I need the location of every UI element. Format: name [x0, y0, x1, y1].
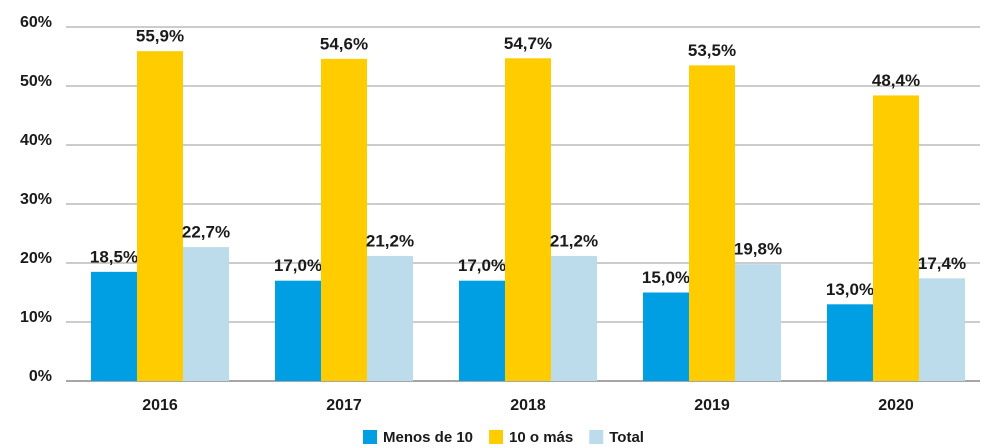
data-label: 13,0%: [826, 280, 874, 299]
y-tick-label: 0%: [29, 368, 52, 385]
y-tick-label: 10%: [20, 309, 52, 326]
bar: [827, 304, 873, 381]
legend-label: 10 o más: [509, 429, 573, 446]
data-label: 17,0%: [274, 256, 322, 275]
x-tick-label: 2020: [878, 397, 914, 414]
bar: [689, 65, 735, 381]
bar: [735, 264, 781, 381]
bar: [919, 278, 965, 381]
bar: [643, 292, 689, 381]
bar: [505, 58, 551, 382]
bar: [183, 247, 229, 381]
x-tick-label: 2019: [694, 397, 730, 414]
legend-swatch: [363, 430, 377, 444]
bar: [367, 255, 413, 381]
data-label: 53,5%: [688, 41, 736, 60]
data-label: 22,7%: [182, 223, 230, 242]
y-tick-label: 60%: [20, 14, 52, 31]
x-tick-label: 2016: [142, 397, 178, 414]
data-label: 21,2%: [550, 231, 598, 250]
legend-swatch: [489, 430, 504, 444]
y-tick-label: 40%: [20, 132, 52, 149]
data-label: 55,9%: [136, 27, 184, 46]
data-label: 54,6%: [320, 34, 368, 53]
bar: [137, 51, 183, 381]
y-tick-label: 20%: [20, 250, 52, 267]
legend-swatch: [589, 430, 604, 444]
legend-label: Menos de 10: [383, 429, 473, 446]
legend-label: Total: [609, 429, 644, 446]
data-label: 19,8%: [734, 240, 782, 259]
bar: [551, 255, 597, 381]
y-tick-label: 50%: [20, 73, 52, 90]
data-label: 54,7%: [504, 34, 552, 53]
bar: [873, 95, 919, 381]
x-tick-label: 2018: [510, 397, 546, 414]
data-label: 48,4%: [872, 71, 920, 90]
x-tick-label: 2017: [326, 397, 362, 414]
data-label: 21,2%: [366, 231, 414, 250]
data-label: 15,0%: [642, 268, 690, 287]
bar: [91, 271, 137, 381]
bar: [459, 280, 505, 381]
y-tick-label: 30%: [20, 191, 52, 208]
bar: [275, 280, 321, 381]
bar: [321, 58, 367, 382]
data-label: 17,0%: [458, 256, 506, 275]
data-label: 17,4%: [918, 254, 966, 273]
data-label: 18,5%: [90, 247, 138, 266]
